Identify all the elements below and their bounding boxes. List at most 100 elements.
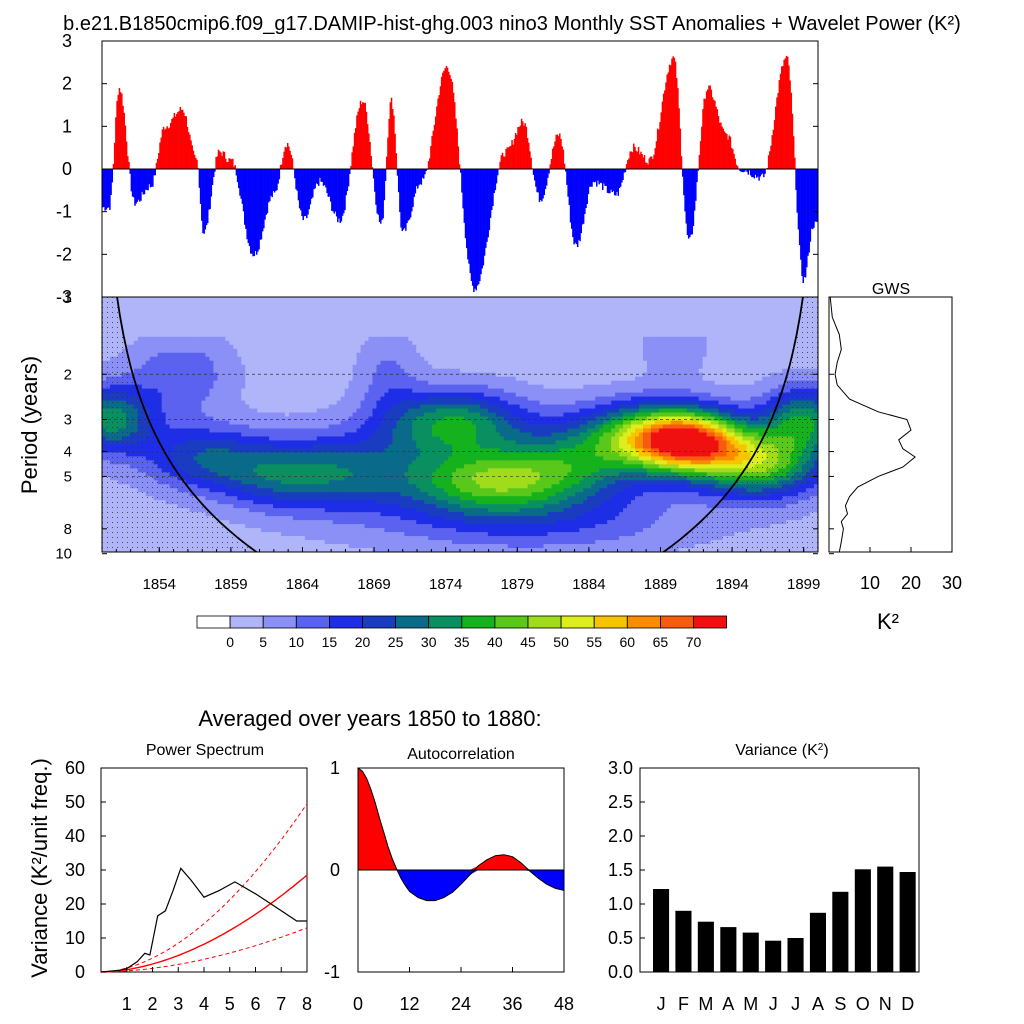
wavelet-cell [245, 368, 250, 374]
wavelet-cell [348, 348, 354, 354]
wavelet-cell [750, 376, 755, 382]
wavelet-cell [539, 312, 545, 318]
anomaly-bar-positive [666, 74, 668, 169]
wavelet-cell [547, 384, 553, 390]
wavelet-cell [241, 300, 246, 306]
wavelet-cell [527, 372, 533, 378]
wavelet-cell [611, 364, 616, 370]
wavelet-cell [491, 376, 497, 382]
wavelet-cell [288, 300, 294, 306]
wavelet-cell [595, 364, 600, 370]
wavelet-cell [332, 316, 338, 322]
wavelet-cell [368, 348, 374, 354]
wavelet-cell [658, 368, 664, 374]
wavelet-cell [639, 320, 644, 326]
wavelet-cell [201, 372, 207, 378]
wavelet-cell [253, 304, 258, 310]
wavelet-cell [332, 360, 338, 366]
wavelet-cell [448, 312, 453, 318]
anomaly-bar-negative [236, 169, 239, 183]
anomaly-bar-positive [513, 138, 516, 169]
wavelet-cell [320, 336, 326, 342]
wavelet-cell [372, 388, 378, 394]
wavelet-cell [460, 344, 465, 350]
wavelet-cell [372, 308, 378, 314]
wavelet-cell [539, 368, 545, 374]
anomaly-bar-negative [463, 169, 466, 223]
wavelet-cell [229, 368, 234, 374]
wavelet-cell [233, 348, 238, 354]
wavelet-cell [607, 388, 612, 394]
wavelet-cell [694, 324, 700, 330]
wavelet-cell [531, 320, 537, 326]
wavelet-cell [571, 324, 576, 330]
wavelet-cell [137, 324, 143, 330]
wavelet-cell [265, 297, 270, 302]
wavelet-cell [774, 340, 779, 346]
wavelet-cell [153, 372, 159, 378]
wavelet-cell [372, 364, 378, 370]
wavelet-cell [758, 304, 763, 310]
wavelet-cell [225, 344, 230, 350]
anomaly-bar-negative [687, 169, 690, 239]
wavelet-cell [388, 368, 393, 374]
wavelet-cell [650, 360, 656, 366]
wavelet-cell [706, 376, 712, 382]
wavelet-cell [161, 360, 167, 366]
wavelet-cell [261, 304, 266, 310]
wavelet-cell [658, 328, 664, 334]
wavelet-cell [344, 352, 350, 358]
wavelet-cell [225, 340, 230, 346]
wavelet-cell [770, 348, 775, 354]
wavelet-cell [507, 380, 513, 386]
wavelet-cell [571, 380, 576, 386]
wavelet-cell [603, 380, 608, 386]
wavelet-cell [642, 376, 648, 382]
wavelet-cell [416, 380, 421, 386]
wavelet-cell [551, 304, 557, 310]
wavelet-cell [523, 297, 529, 302]
wavelet-cell [364, 297, 370, 302]
wavelet-cell [559, 376, 565, 382]
wavelet-cell [440, 332, 445, 338]
wavelet-cell [245, 356, 250, 362]
wavelet-cell [595, 316, 600, 322]
wavelet-cell [463, 304, 469, 310]
wavelet-cell [157, 300, 163, 306]
wavelet-cell [690, 348, 696, 354]
wavelet-cell [344, 332, 350, 338]
anomaly-bar-negative [491, 169, 493, 211]
wavelet-cell [121, 316, 127, 322]
anomaly-bar-positive [350, 166, 352, 169]
anomaly-bar-positive [438, 95, 441, 169]
wavelet-cell [189, 320, 195, 326]
anomaly-bar-negative [476, 169, 479, 286]
wavelet-cell [495, 356, 501, 362]
wavelet-cell [157, 360, 163, 366]
wavelet-cell [762, 328, 767, 334]
wavelet-cell [360, 324, 366, 330]
wavelet-cell [658, 332, 664, 338]
wavelet-cell [117, 297, 123, 302]
wavelet-cell [213, 304, 218, 310]
wavelet-cell [261, 344, 266, 350]
wavelet-cell [579, 360, 584, 366]
wavelet-cell [432, 332, 437, 338]
wavelet-cell [515, 312, 521, 318]
wavelet-cell [503, 336, 509, 342]
wavelet-cell [332, 312, 338, 318]
anomaly-bar-negative [480, 169, 482, 275]
wavelet-cell [583, 364, 588, 370]
wavelet-cell [483, 368, 489, 374]
wavelet-cell [770, 388, 775, 394]
wavelet-cell [320, 328, 326, 334]
wavelet-cell [292, 332, 298, 338]
wavelet-cell [340, 376, 346, 382]
wavelet-cell [467, 297, 473, 302]
wavelet-cell [551, 356, 557, 362]
wavelet-cell [507, 336, 513, 342]
wavelet-cell [404, 336, 409, 342]
wavelet-cell [571, 320, 576, 326]
anomaly-bar-negative [697, 169, 699, 171]
wavelet-cell [281, 356, 286, 362]
